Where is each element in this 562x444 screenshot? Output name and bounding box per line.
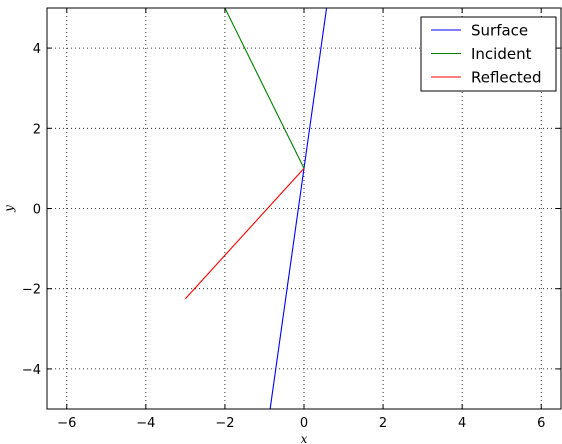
x-tick-label: 4 bbox=[458, 416, 466, 431]
x-tick-label: 2 bbox=[379, 416, 387, 431]
series-layer bbox=[184, 7, 328, 410]
series-line-incident bbox=[224, 7, 305, 169]
y-tick-label: 2 bbox=[33, 122, 41, 137]
legend-label-incident: Incident bbox=[471, 45, 532, 63]
x-axis-label: x bbox=[301, 432, 308, 444]
y-tick-label: −2 bbox=[22, 283, 41, 298]
x-tick-label: −6 bbox=[57, 416, 76, 431]
x-tick-label: 6 bbox=[537, 416, 545, 431]
series-line-reflected bbox=[184, 168, 305, 300]
y-tick-label: 0 bbox=[33, 203, 41, 218]
legend-label-surface: Surface bbox=[471, 22, 528, 40]
legend: Surface Incident Reflected bbox=[420, 16, 557, 92]
legend-label-reflected: Reflected bbox=[471, 69, 542, 87]
x-tick-label: 0 bbox=[300, 416, 308, 431]
y-tick-label: −4 bbox=[22, 363, 41, 378]
y-tick-label: 4 bbox=[33, 42, 41, 57]
x-tick-label: −2 bbox=[215, 416, 234, 431]
series-line-surface bbox=[269, 7, 328, 410]
x-tick-label: −4 bbox=[136, 416, 155, 431]
tick-layer: −6 −4 −2 0 2 4 6 −4 −2 0 2 4 bbox=[22, 8, 561, 431]
y-axis-label: y bbox=[2, 205, 16, 213]
